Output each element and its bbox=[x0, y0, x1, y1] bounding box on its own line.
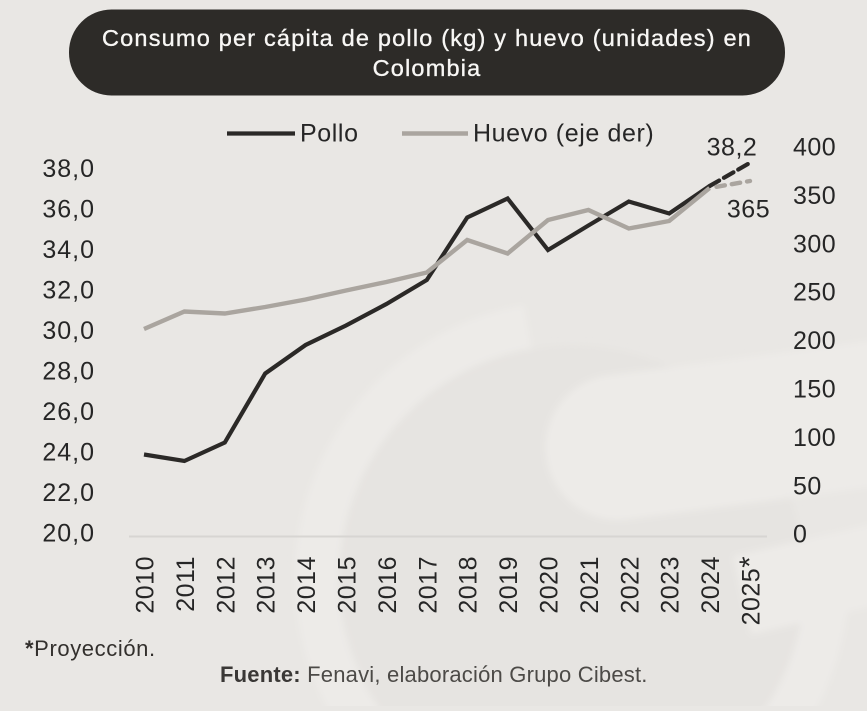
svg-text:2023: 2023 bbox=[657, 556, 685, 614]
svg-text:*Proyección.: *Proyección. bbox=[25, 636, 156, 661]
svg-text:2018: 2018 bbox=[455, 556, 483, 614]
svg-text:2011: 2011 bbox=[172, 556, 200, 612]
svg-text:20,0: 20,0 bbox=[42, 520, 95, 548]
svg-text:Consumo per cápita de pollo (k: Consumo per cápita de pollo (kg) y huevo… bbox=[102, 25, 752, 51]
svg-text:2014: 2014 bbox=[293, 556, 321, 614]
svg-text:50: 50 bbox=[793, 472, 822, 500]
svg-text:300: 300 bbox=[793, 230, 836, 258]
svg-text:2024: 2024 bbox=[697, 556, 725, 614]
svg-text:400: 400 bbox=[793, 134, 836, 162]
svg-text:2022: 2022 bbox=[616, 556, 644, 614]
svg-text:Colombia: Colombia bbox=[373, 55, 482, 81]
svg-text:0: 0 bbox=[793, 521, 807, 549]
svg-text:2019: 2019 bbox=[495, 556, 523, 614]
svg-text:Fuente: Fenavi, elaboración Gr: Fuente: Fenavi, elaboración Grupo Cibest… bbox=[220, 662, 648, 687]
svg-text:38,2: 38,2 bbox=[707, 134, 758, 162]
svg-text:2021: 2021 bbox=[576, 556, 604, 614]
svg-text:Pollo: Pollo bbox=[300, 120, 359, 148]
svg-text:30,0: 30,0 bbox=[42, 317, 95, 345]
svg-text:150: 150 bbox=[793, 376, 836, 404]
svg-text:26,0: 26,0 bbox=[42, 398, 95, 426]
svg-text:2020: 2020 bbox=[536, 556, 564, 614]
svg-text:24,0: 24,0 bbox=[42, 439, 95, 467]
svg-text:365: 365 bbox=[727, 196, 770, 224]
svg-text:100: 100 bbox=[793, 424, 836, 452]
svg-text:36,0: 36,0 bbox=[42, 195, 95, 223]
svg-text:38,0: 38,0 bbox=[42, 155, 95, 183]
svg-text:2017: 2017 bbox=[414, 556, 442, 614]
svg-text:2013: 2013 bbox=[253, 556, 281, 614]
svg-text:28,0: 28,0 bbox=[42, 358, 95, 386]
svg-text:2016: 2016 bbox=[374, 556, 402, 614]
svg-text:2012: 2012 bbox=[212, 556, 240, 614]
svg-text:2025*: 2025* bbox=[735, 556, 767, 625]
svg-text:22,0: 22,0 bbox=[42, 479, 95, 507]
svg-text:2010: 2010 bbox=[132, 556, 160, 614]
svg-text:350: 350 bbox=[793, 182, 836, 210]
svg-text:2015: 2015 bbox=[334, 556, 362, 614]
svg-text:32,0: 32,0 bbox=[42, 276, 95, 304]
svg-text:250: 250 bbox=[793, 279, 836, 307]
svg-text:34,0: 34,0 bbox=[42, 236, 95, 264]
svg-text:Huevo (eje der): Huevo (eje der) bbox=[473, 120, 654, 148]
svg-text:200: 200 bbox=[793, 327, 836, 355]
